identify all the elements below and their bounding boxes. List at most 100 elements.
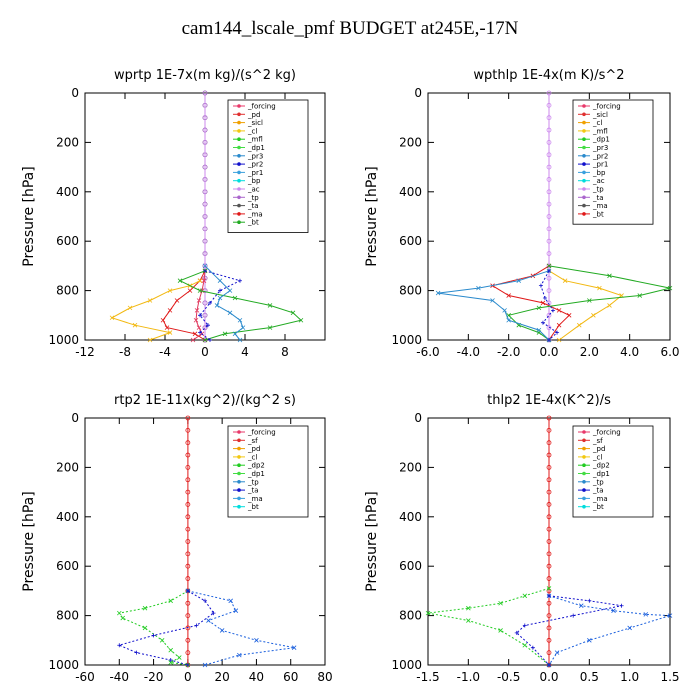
x-tick-label: 0.0 xyxy=(539,670,558,684)
legend-marker xyxy=(582,129,586,133)
legend-marker xyxy=(582,137,586,141)
data-point xyxy=(546,90,552,96)
data-point xyxy=(187,288,193,293)
legend-entry: _cl xyxy=(247,453,257,461)
data-point xyxy=(202,139,208,145)
data-point xyxy=(232,331,238,337)
legend-entry: _cl xyxy=(592,453,602,461)
data-point xyxy=(546,275,552,281)
data-point xyxy=(202,263,208,269)
data-point xyxy=(516,278,522,284)
legend-entry: _bp xyxy=(592,169,606,177)
data-point xyxy=(168,658,173,663)
data-point xyxy=(164,325,170,330)
data-point xyxy=(435,290,441,296)
data-point xyxy=(576,322,582,328)
legend-marker xyxy=(237,438,241,443)
data-point xyxy=(185,563,191,569)
legend-entry: _bt xyxy=(247,503,259,511)
data-point xyxy=(190,337,196,343)
y-tick-label: 400 xyxy=(56,185,79,199)
data-point xyxy=(546,251,552,256)
legend-marker xyxy=(582,480,586,484)
x-tick-label: 0.0 xyxy=(539,345,558,359)
y-tick-label: 400 xyxy=(399,510,422,524)
legend-marker xyxy=(237,220,241,224)
data-point xyxy=(291,645,297,650)
legend-marker xyxy=(237,480,241,484)
legend-entry: _sicl xyxy=(247,119,263,127)
data-point xyxy=(185,650,191,656)
y-tick-label: 400 xyxy=(399,185,422,199)
legend-entry: _forcing xyxy=(247,429,276,437)
data-point xyxy=(167,288,173,293)
series-line-4 xyxy=(515,595,622,666)
data-point xyxy=(546,600,552,606)
data-point xyxy=(117,643,122,648)
data-point xyxy=(202,288,208,294)
data-point xyxy=(185,526,191,532)
data-point xyxy=(202,337,208,343)
data-point xyxy=(546,152,552,158)
legend-entry: _pr2 xyxy=(247,161,263,169)
legend-marker xyxy=(237,496,241,501)
data-point xyxy=(228,598,233,604)
legend-entry: _forcing xyxy=(592,429,621,437)
data-point xyxy=(185,502,191,507)
data-point xyxy=(578,603,584,609)
legend-entry: _bp xyxy=(247,177,261,185)
legend-marker xyxy=(237,195,241,200)
data-point xyxy=(498,628,503,633)
data-point xyxy=(202,300,208,306)
legend-entry: _cl xyxy=(592,119,602,127)
data-point xyxy=(185,600,191,606)
legend-marker xyxy=(237,463,241,468)
data-point xyxy=(147,337,153,343)
data-point xyxy=(117,610,122,616)
data-point xyxy=(591,313,596,318)
data-point xyxy=(168,647,173,653)
chart-panel-3: rtp2 1E-11x(kg^2)/(kg^2 s) Pressure [hPa]… xyxy=(21,393,333,684)
data-point xyxy=(466,605,471,611)
legend-entry: _forcing xyxy=(592,103,621,111)
data-point xyxy=(546,288,552,294)
data-point xyxy=(167,330,173,335)
data-point xyxy=(546,539,552,544)
legend-entry: _ta xyxy=(247,487,259,495)
data-point xyxy=(546,139,552,145)
y-tick-label: 200 xyxy=(399,135,422,149)
series-line-5 xyxy=(438,270,550,341)
legend-marker xyxy=(237,129,241,133)
data-point xyxy=(546,452,552,458)
data-point xyxy=(546,489,552,495)
data-point xyxy=(217,278,223,284)
legend-entry: _pr3 xyxy=(592,144,608,152)
data-point xyxy=(185,514,191,520)
data-point xyxy=(637,293,643,298)
legend-entry: _tp xyxy=(247,194,259,202)
data-point xyxy=(546,625,552,631)
data-point xyxy=(546,177,552,182)
y-axis-label: Pressure [hPa] xyxy=(21,491,37,591)
data-point xyxy=(222,331,228,337)
legend-entry: _bt xyxy=(592,503,604,511)
legend-marker xyxy=(237,471,241,476)
panel-title: thlp2 1E-4x(K^2)/s xyxy=(487,393,611,408)
data-point xyxy=(571,613,576,618)
y-tick-label: 0 xyxy=(414,411,422,425)
data-point xyxy=(546,115,552,121)
data-point xyxy=(546,576,552,581)
data-point xyxy=(233,608,239,613)
data-point xyxy=(502,308,507,313)
x-tick-label: -8 xyxy=(119,345,131,359)
data-point xyxy=(538,283,543,288)
series-line-3 xyxy=(548,595,671,666)
series-line-2 xyxy=(118,590,189,666)
data-point xyxy=(206,618,211,623)
series-line-4 xyxy=(117,590,215,666)
y-tick-label: 0 xyxy=(414,86,422,100)
legend-marker xyxy=(237,178,241,183)
x-tick-label: -60 xyxy=(75,670,95,684)
data-point xyxy=(522,623,527,628)
